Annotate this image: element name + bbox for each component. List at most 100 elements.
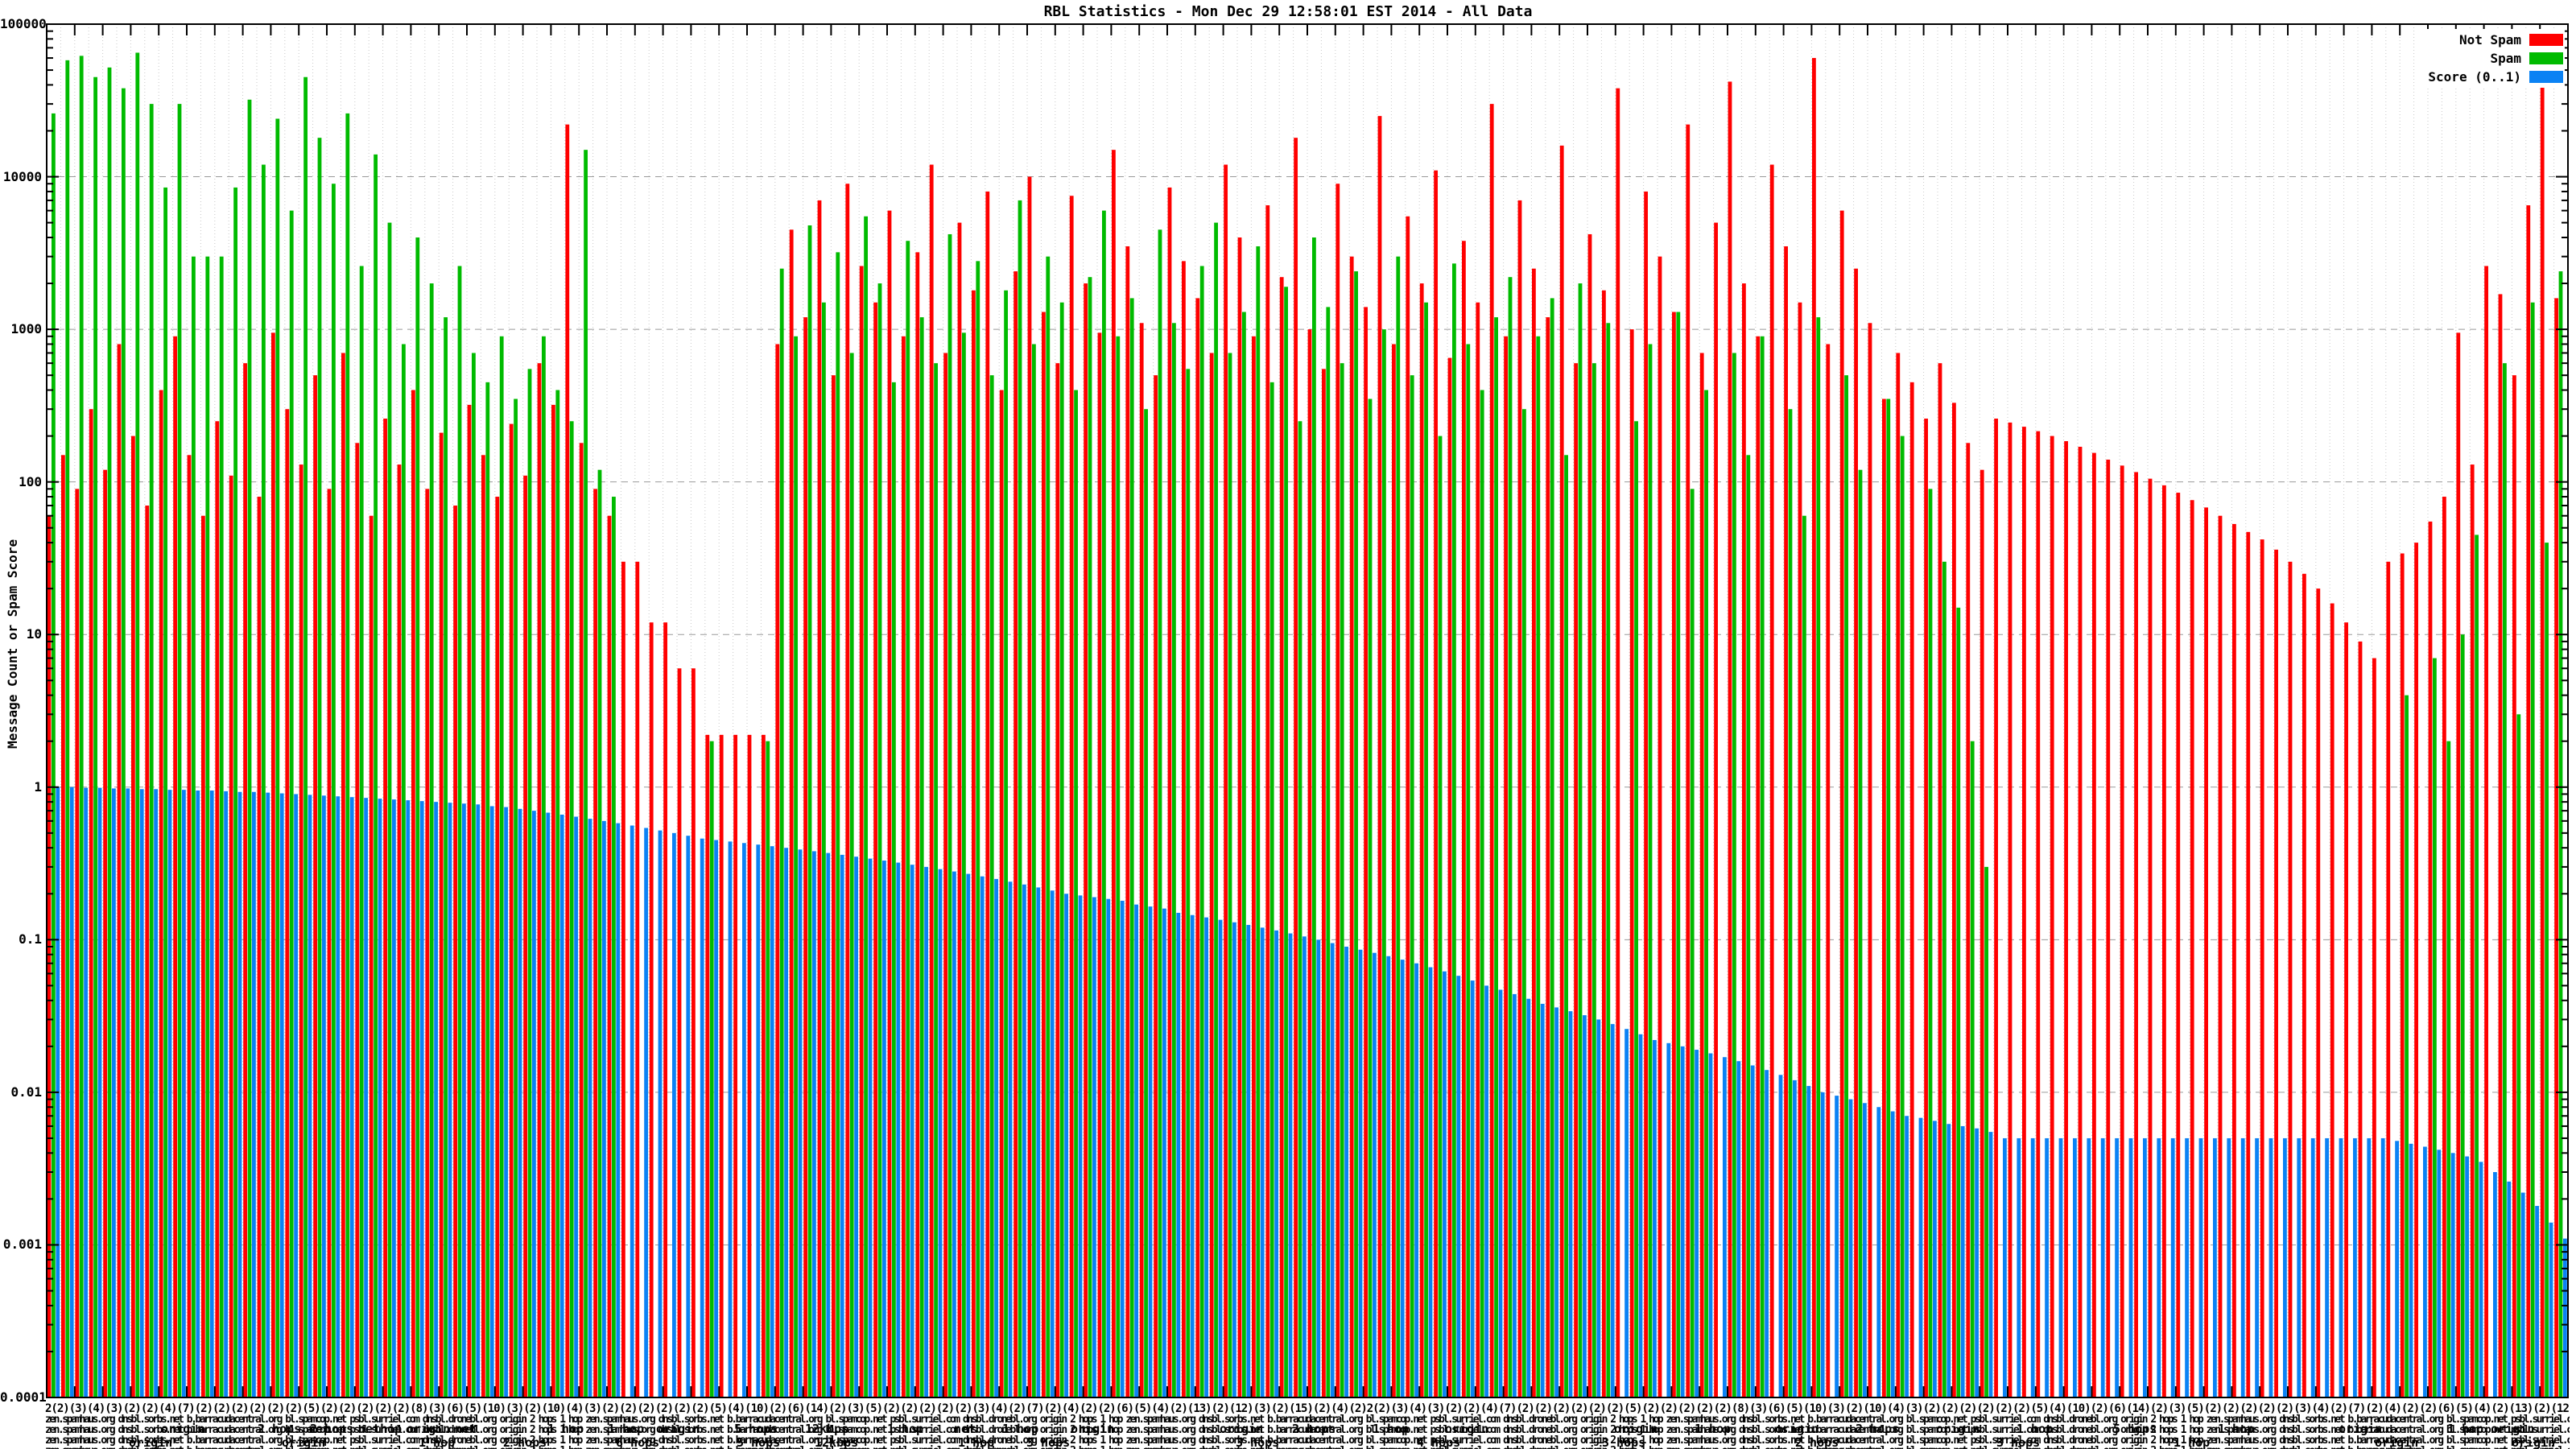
bar-score bbox=[1513, 993, 1517, 1397]
bar-score bbox=[559, 814, 564, 1397]
bar-spam bbox=[1508, 277, 1513, 1397]
bar-spam bbox=[1816, 317, 1821, 1398]
x-label-fragment: 2 hops bbox=[1856, 1422, 1900, 1436]
bar-score bbox=[1344, 947, 1348, 1397]
bar-not_spam bbox=[1546, 317, 1550, 1398]
bar-spam bbox=[1368, 398, 1373, 1398]
y-tick-label: 0.1 bbox=[19, 931, 42, 947]
bar-spam bbox=[359, 266, 364, 1397]
y-tick-label: 1 bbox=[34, 778, 42, 795]
bar-score bbox=[1443, 971, 1447, 1397]
bar-not_spam bbox=[1069, 196, 1074, 1397]
bar-spam bbox=[1480, 390, 1484, 1397]
bar-spam bbox=[444, 317, 448, 1398]
bar-not_spam bbox=[2386, 561, 2391, 1397]
bar-spam bbox=[919, 317, 924, 1398]
bar-not_spam bbox=[1798, 302, 1802, 1397]
bar-score bbox=[588, 819, 592, 1397]
bar-not_spam bbox=[1349, 256, 1354, 1397]
bar-score bbox=[2045, 1137, 2049, 1397]
y-tick-label: 1000 bbox=[10, 321, 42, 337]
bar-spam bbox=[794, 336, 798, 1398]
bar-spam bbox=[1788, 409, 1793, 1397]
bar-spam bbox=[836, 252, 840, 1397]
bar-not_spam bbox=[1265, 205, 1270, 1397]
bar-not_spam bbox=[61, 455, 65, 1397]
bar-score bbox=[2367, 1137, 2372, 1397]
bar-not_spam bbox=[1084, 283, 1088, 1397]
bar-not_spam bbox=[215, 421, 220, 1398]
bar-score bbox=[784, 848, 788, 1397]
bar-not_spam bbox=[1294, 138, 1298, 1397]
bar-not_spam bbox=[2400, 553, 2405, 1397]
bar-score bbox=[658, 830, 663, 1397]
bar-not_spam bbox=[1938, 363, 1942, 1397]
bar-score bbox=[1316, 939, 1321, 1397]
bar-not_spam bbox=[1335, 184, 1340, 1398]
bar-spam bbox=[2545, 543, 2549, 1397]
bar-score bbox=[2030, 1137, 2035, 1397]
x-label-fragment: origin bbox=[1614, 1422, 1658, 1436]
bar-spam bbox=[1172, 323, 1176, 1397]
x-label-fragment: 4 hops bbox=[1417, 1435, 1461, 1449]
x-label-fragment: 3 hops bbox=[1996, 1435, 2041, 1449]
bar-not_spam bbox=[775, 344, 780, 1397]
bar-score bbox=[980, 876, 985, 1397]
bar-not_spam bbox=[929, 164, 934, 1398]
x-label-fragment: origin bbox=[2375, 1435, 2419, 1449]
legend-label: Spam bbox=[2490, 51, 2521, 66]
bar-spam bbox=[807, 225, 812, 1398]
bar-not_spam bbox=[327, 489, 332, 1397]
bar-not_spam bbox=[2302, 573, 2306, 1397]
bar-spam bbox=[1199, 266, 1204, 1397]
bar-not_spam bbox=[467, 404, 472, 1397]
bar-not_spam bbox=[2204, 507, 2208, 1397]
x-label-fragment: 1 hop bbox=[1695, 1422, 1732, 1436]
bar-spam bbox=[1382, 329, 1386, 1398]
legend-label: Not Spam bbox=[2458, 32, 2521, 47]
bar-score bbox=[1470, 980, 1475, 1397]
bar-not_spam bbox=[985, 191, 990, 1397]
bar-score bbox=[1863, 1103, 1867, 1397]
bar-score bbox=[462, 803, 466, 1397]
bar-not_spam bbox=[1364, 307, 1368, 1397]
bar-not_spam bbox=[2134, 472, 2138, 1398]
bar-score bbox=[2240, 1137, 2245, 1397]
x-label-fragment: origin bbox=[129, 1435, 173, 1449]
bar-spam bbox=[52, 113, 56, 1398]
bar-not_spam bbox=[47, 515, 52, 1398]
x-labels-overlap-row: zen.spamhaus.org dnsbl.sorbs.net b.barra… bbox=[45, 1445, 2570, 1449]
bar-not_spam bbox=[2148, 478, 2153, 1397]
bar-score bbox=[434, 802, 438, 1397]
bar-spam bbox=[1340, 363, 1344, 1397]
y-tick-label: 10 bbox=[26, 626, 42, 642]
bar-not_spam bbox=[145, 506, 150, 1397]
bar-not_spam bbox=[2022, 427, 2026, 1397]
bar-score bbox=[1176, 912, 1181, 1397]
bar-not_spam bbox=[117, 344, 122, 1397]
bar-not_spam bbox=[1139, 323, 1144, 1397]
bar-not_spam bbox=[999, 390, 1004, 1397]
bar-score bbox=[1960, 1125, 1965, 1397]
bar-score bbox=[252, 791, 256, 1397]
bar-spam bbox=[499, 336, 504, 1398]
x-label-fragment: origin bbox=[282, 1435, 326, 1449]
bar-spam bbox=[2516, 714, 2521, 1397]
bar-not_spam bbox=[523, 475, 527, 1397]
bar-score bbox=[574, 816, 578, 1397]
bar-spam bbox=[2503, 363, 2507, 1397]
bar-not_spam bbox=[1377, 116, 1382, 1398]
bar-score bbox=[126, 788, 130, 1397]
bar-spam bbox=[2446, 741, 2451, 1397]
bar-not_spam bbox=[187, 455, 192, 1397]
bar-spam bbox=[1228, 353, 1232, 1397]
bar-score bbox=[1666, 1042, 1671, 1397]
bar-score bbox=[1946, 1124, 1951, 1397]
bar-spam bbox=[1452, 263, 1456, 1397]
bar-not_spam bbox=[1237, 237, 1242, 1397]
bar-score bbox=[1933, 1121, 1937, 1397]
bar-not_spam bbox=[1868, 323, 1872, 1397]
bar-not_spam bbox=[2470, 464, 2475, 1397]
bar-score bbox=[840, 854, 844, 1397]
bar-not_spam bbox=[1055, 363, 1060, 1397]
